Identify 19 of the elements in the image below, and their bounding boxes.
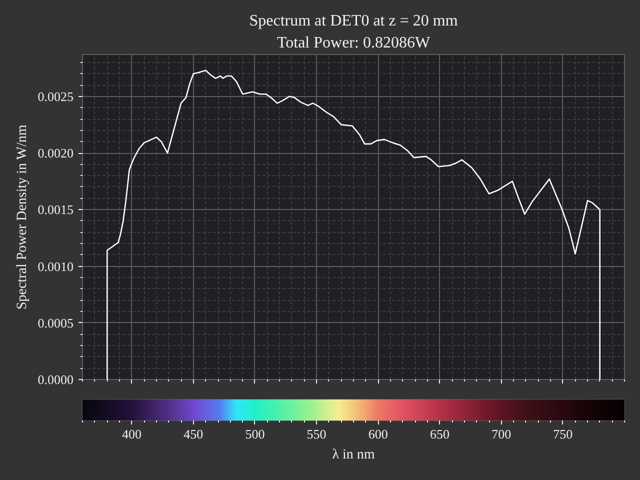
y-tick-label: 0.0015	[38, 202, 74, 218]
y-axis-title: Spectral Power Density in W/nm	[14, 124, 30, 310]
chart-title: Spectrum at DET0 at z = 20 mm	[249, 12, 458, 30]
line-series	[106, 70, 601, 380]
y-tick-label: 0.0020	[38, 146, 74, 161]
chart-subtitle: Total Power: 0.82086W	[276, 34, 431, 52]
x-tick-label: 500	[245, 426, 265, 442]
x-tick-label: 650	[430, 426, 450, 442]
x-tick-label: 550	[306, 426, 326, 442]
x-tick-label: 450	[184, 426, 204, 442]
x-tick-label: 400	[122, 426, 142, 442]
x-tick-label: 700	[492, 426, 512, 442]
x-tick-label: 600	[368, 426, 388, 442]
x-tick-label: 750	[553, 426, 573, 442]
y-tick-label: 0.0000	[38, 372, 74, 387]
y-tick-label: 0.0005	[38, 315, 74, 330]
x-axis-title: λ in nm	[332, 448, 375, 462]
y-tick-label: 0.0010	[38, 258, 74, 274]
y-tick-label: 0.0025	[38, 88, 74, 104]
